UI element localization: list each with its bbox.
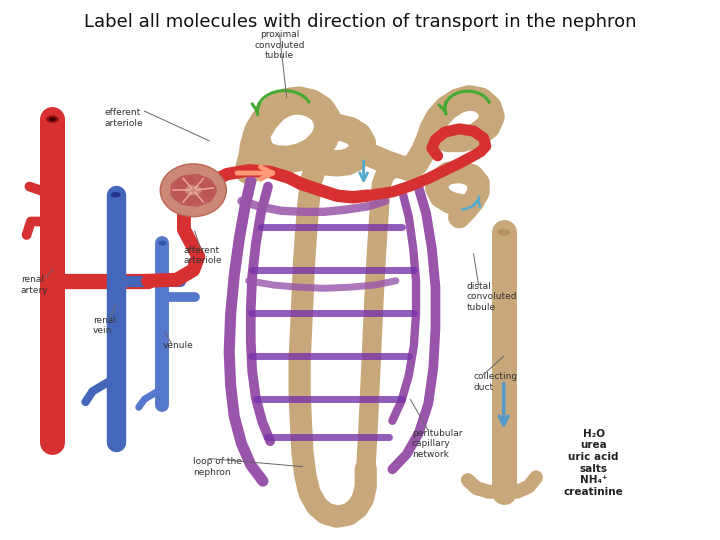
Ellipse shape bbox=[161, 164, 226, 217]
Ellipse shape bbox=[158, 241, 167, 246]
Text: Label all molecules with direction of transport in the nephron: Label all molecules with direction of tr… bbox=[84, 12, 636, 31]
Text: loop of the
nephron: loop of the nephron bbox=[193, 457, 242, 477]
Text: renal
vein: renal vein bbox=[93, 316, 116, 335]
Text: efferent
arteriole: efferent arteriole bbox=[105, 109, 143, 128]
Ellipse shape bbox=[170, 186, 186, 201]
Ellipse shape bbox=[186, 174, 206, 186]
Ellipse shape bbox=[498, 229, 510, 235]
Ellipse shape bbox=[176, 174, 195, 187]
Text: collecting
duct: collecting duct bbox=[474, 373, 518, 392]
Text: renal
artery: renal artery bbox=[21, 275, 48, 295]
Ellipse shape bbox=[201, 183, 217, 198]
Text: proximal
convoluted
tubule: proximal convoluted tubule bbox=[254, 30, 305, 60]
Text: venule: venule bbox=[163, 341, 193, 350]
Text: afferent
arteriole: afferent arteriole bbox=[184, 246, 222, 265]
Text: distal
convoluted
tubule: distal convoluted tubule bbox=[467, 282, 517, 312]
Ellipse shape bbox=[197, 190, 215, 204]
Text: H₂O
urea
uric acid
salts
NH₄⁺
creatinine: H₂O urea uric acid salts NH₄⁺ creatinine bbox=[564, 429, 624, 497]
Ellipse shape bbox=[111, 192, 121, 197]
Ellipse shape bbox=[176, 193, 195, 206]
Ellipse shape bbox=[46, 116, 59, 123]
Text: peritubular
capillary
network: peritubular capillary network bbox=[412, 429, 462, 458]
Ellipse shape bbox=[170, 179, 186, 194]
Ellipse shape bbox=[49, 117, 56, 122]
Ellipse shape bbox=[197, 177, 215, 190]
Ellipse shape bbox=[186, 195, 206, 207]
